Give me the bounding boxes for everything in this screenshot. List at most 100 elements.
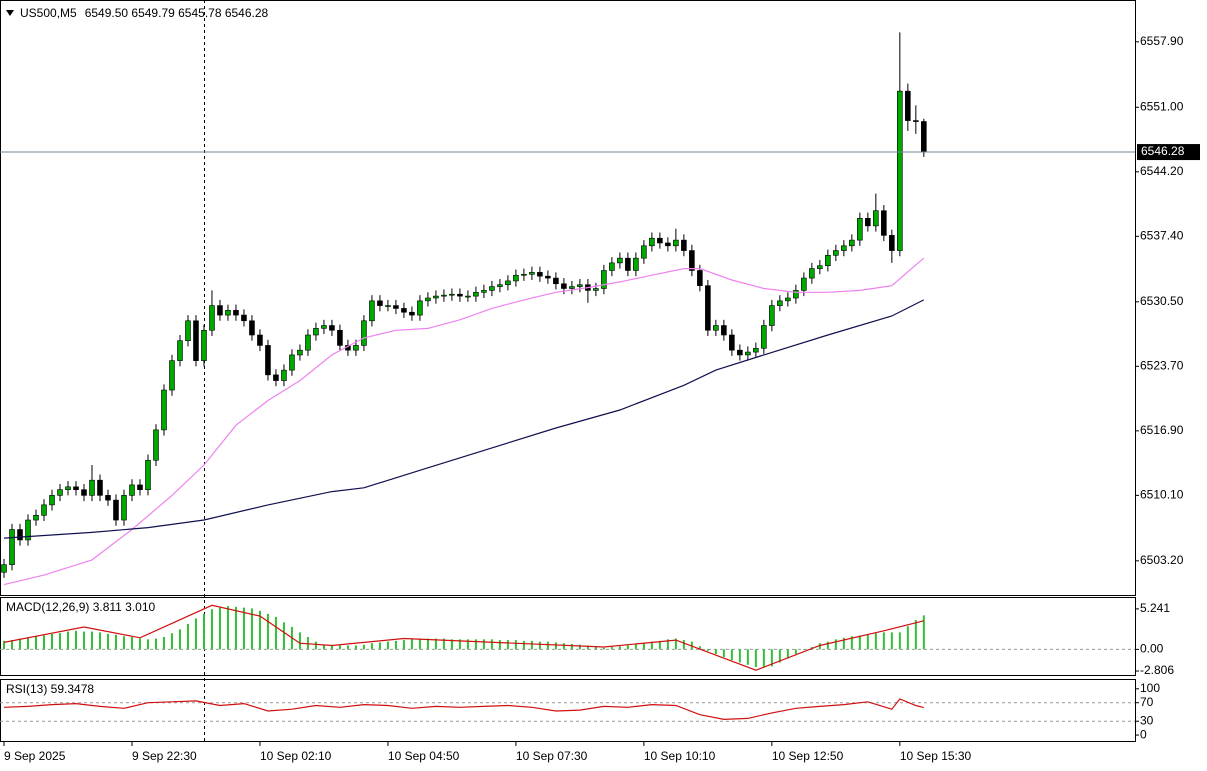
candle-body — [569, 286, 575, 289]
candle-body — [41, 504, 47, 516]
candle-body — [25, 519, 31, 541]
candle-body — [489, 286, 495, 291]
candle-body — [1, 564, 7, 573]
candle-body — [777, 300, 783, 306]
candle-body — [401, 308, 407, 313]
price-panel — [0, 0, 1136, 596]
candle-body — [713, 325, 719, 331]
candle-body — [657, 237, 663, 244]
candle-body — [121, 495, 127, 521]
candle-body — [481, 290, 487, 293]
candle-body — [361, 320, 367, 346]
indicator-line — [3, 698, 924, 721]
candle-body — [809, 268, 815, 279]
candle-body — [881, 210, 887, 236]
candle-body — [833, 250, 839, 256]
candle-body — [665, 242, 671, 247]
y-tick-label: 6551.00 — [1140, 99, 1184, 113]
x-tick-label: 9 Sep 2025 — [4, 749, 66, 763]
candle-body — [281, 369, 287, 381]
quote-values: 6549.50 6549.79 6545.78 6546.28 — [85, 6, 269, 20]
candle-body — [153, 429, 159, 461]
y-tick-label: 6530.50 — [1140, 294, 1184, 308]
candle-body — [313, 328, 319, 336]
indicator-line — [3, 604, 924, 671]
candle-body — [257, 334, 263, 346]
candle-body — [321, 325, 327, 329]
y-tick-label: 30 — [1140, 713, 1154, 727]
candle-body — [465, 295, 471, 298]
candle-body — [681, 239, 687, 251]
candle-body — [457, 293, 463, 297]
candle-body — [897, 90, 903, 251]
candle-body — [329, 325, 335, 331]
indicator-line — [3, 299, 925, 539]
last-price-box — [1137, 144, 1200, 161]
candle-body — [33, 514, 39, 521]
candle-body — [185, 320, 191, 341]
x-tick-label: 9 Sep 22:30 — [132, 749, 197, 763]
candle-body — [529, 272, 535, 275]
y-tick-label: 6516.90 — [1140, 423, 1184, 437]
y-tick-label: 6537.40 — [1140, 228, 1184, 242]
candle-body — [617, 257, 623, 264]
candle-body — [393, 305, 399, 309]
candle-body — [225, 310, 231, 316]
candle-body — [113, 499, 119, 521]
candle-body — [745, 351, 751, 356]
candle-body — [353, 345, 359, 351]
candle-body — [577, 284, 583, 287]
candle-body — [209, 305, 215, 331]
candle-body — [425, 297, 431, 302]
rsi-panel — [0, 679, 1136, 742]
candle-body — [601, 270, 607, 289]
candle-body — [177, 340, 183, 361]
candle-body — [105, 495, 111, 501]
symbol-title: US500,M5 — [20, 6, 77, 20]
x-tick-label: 10 Sep 12:50 — [772, 749, 844, 763]
candle-body — [217, 305, 223, 316]
candle-body — [729, 334, 735, 351]
candle-body — [633, 257, 639, 271]
candle-body — [505, 280, 511, 286]
candle-body — [593, 288, 599, 291]
candle-body — [721, 325, 727, 336]
candle-body — [801, 277, 807, 291]
x-tick-label: 10 Sep 04:50 — [388, 749, 460, 763]
last-price-label: 6546.28 — [1141, 144, 1185, 158]
x-tick-label: 10 Sep 10:10 — [644, 749, 716, 763]
candle-body — [385, 305, 391, 307]
y-tick-label: 6557.90 — [1140, 34, 1184, 48]
candle-body — [649, 237, 655, 247]
candle-body — [673, 239, 679, 247]
candle-body — [625, 257, 631, 271]
macd-panel — [0, 597, 1136, 676]
candle-body — [369, 300, 375, 322]
candle-body — [769, 305, 775, 326]
candle-body — [641, 245, 647, 259]
candle-body — [849, 239, 855, 247]
candle-body — [137, 484, 143, 490]
candle-body — [433, 295, 439, 299]
candle-body — [473, 292, 479, 297]
candle-body — [9, 529, 15, 565]
candle-body — [17, 529, 23, 541]
candle-body — [825, 255, 831, 267]
y-tick-label: 100 — [1140, 681, 1160, 695]
candle-body — [737, 349, 743, 356]
y-tick-label: 5.241 — [1140, 601, 1170, 615]
candle-body — [241, 314, 247, 322]
indicator-line — [3, 257, 925, 586]
candle-body — [97, 479, 103, 496]
y-tick-label: 6523.70 — [1140, 358, 1184, 372]
candle-body — [49, 495, 55, 506]
y-tick-label: 6510.10 — [1140, 488, 1184, 502]
candle-body — [561, 283, 567, 289]
candle-body — [753, 347, 759, 353]
y-tick-label: 6544.20 — [1140, 164, 1184, 178]
candle-body — [609, 262, 615, 271]
symbol-menu-icon[interactable] — [6, 10, 14, 16]
candle-body — [889, 235, 895, 251]
candle-body — [169, 360, 175, 391]
x-tick-label: 10 Sep 15:30 — [900, 749, 972, 763]
